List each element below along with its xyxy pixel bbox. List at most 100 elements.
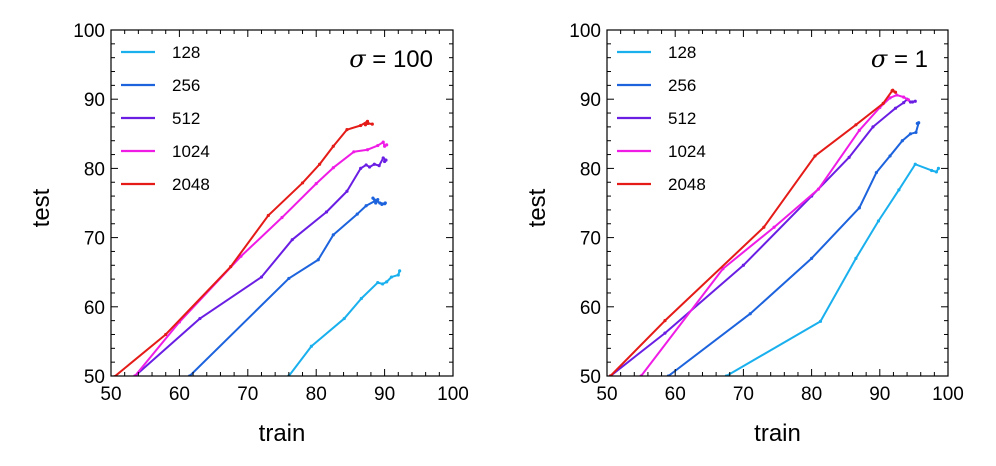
y-tick-label: 80 <box>84 159 105 180</box>
x-tick-label: 70 <box>733 384 754 405</box>
series-line-128 <box>287 269 401 376</box>
x-axis-label: train <box>754 420 801 447</box>
data-point-512-4 <box>324 210 329 214</box>
data-point-256-1 <box>748 312 752 316</box>
data-point-1024-7 <box>895 93 899 97</box>
legend-label-1024: 1024 <box>172 142 210 161</box>
plot-area <box>112 119 402 376</box>
data-point-1024-3 <box>280 215 284 220</box>
data-point-2048-2 <box>762 225 766 229</box>
y-axis-label: test <box>28 188 55 227</box>
plot-area <box>608 88 941 376</box>
data-point-512-4 <box>847 155 851 159</box>
sigma-annotation: σ = 100 <box>349 45 433 73</box>
x-tick-label: 60 <box>665 384 686 405</box>
data-point-512-5 <box>345 189 349 193</box>
data-point-256-2 <box>810 256 814 260</box>
data-point-2048-8 <box>891 88 895 92</box>
data-point-128-8 <box>396 273 400 277</box>
data-point-512-10 <box>913 99 917 103</box>
data-point-128-7 <box>389 275 394 279</box>
sigma-symbol: σ <box>871 45 888 73</box>
x-tick-label: 80 <box>801 384 822 405</box>
data-point-128-1 <box>309 344 314 348</box>
data-point-512-1 <box>198 316 202 321</box>
data-point-1024-8 <box>376 143 380 148</box>
x-tick-label: 90 <box>869 384 890 405</box>
data-point-256-10 <box>915 121 919 126</box>
data-point-256-7 <box>908 132 913 136</box>
chart-panel-1: 50 60 70 80 90 100 50 60 70 80 90 100 train test σ = 1… <box>28 21 469 447</box>
x-tick-label: 60 <box>169 384 190 405</box>
legend-label-512: 512 <box>172 109 200 128</box>
data-point-2048-12 <box>370 122 374 126</box>
y-tick-label: 60 <box>580 298 601 319</box>
data-point-128-5 <box>913 162 917 166</box>
y-axis-label: test <box>524 188 551 227</box>
data-point-256-4 <box>874 170 878 175</box>
y-tick-label: 70 <box>84 229 105 250</box>
plot-frame <box>110 29 454 377</box>
data-point-2048-5 <box>318 162 322 166</box>
data-point-1024-2 <box>239 254 243 258</box>
data-point-512-9 <box>372 162 376 166</box>
x-tick-label: 50 <box>596 384 617 405</box>
data-point-2048-1 <box>164 332 168 337</box>
data-point-1024-9 <box>906 98 911 102</box>
data-point-2048-11 <box>366 121 370 126</box>
data-point-512-6 <box>893 106 898 110</box>
data-point-256-6 <box>900 139 904 143</box>
series-line-2048 <box>113 120 374 376</box>
legend-label-2048: 2048 <box>668 175 706 194</box>
data-point-1024-11 <box>385 143 389 147</box>
data-point-512-1 <box>663 331 667 335</box>
y-tick-label: 50 <box>580 367 601 388</box>
data-point-1024-5 <box>331 166 335 170</box>
data-point-2048-4 <box>300 181 305 185</box>
y-tick-label: 90 <box>84 90 105 111</box>
data-point-1024-2 <box>772 225 776 229</box>
data-point-2048-10 <box>363 123 368 127</box>
data-point-128-4 <box>376 280 380 285</box>
data-point-1024-7 <box>365 148 370 152</box>
data-point-2048-5 <box>881 101 885 105</box>
series-line-128 <box>725 163 940 376</box>
data-point-128-3 <box>876 219 881 223</box>
data-point-512-7 <box>902 101 906 105</box>
series-line-1024 <box>640 94 910 376</box>
sigma-value: = 1 <box>887 46 928 73</box>
legend-label-128: 128 <box>668 43 696 62</box>
data-point-256-6 <box>376 197 380 202</box>
data-point-512-8 <box>367 165 372 169</box>
data-point-256-12 <box>383 201 387 205</box>
data-point-128-2 <box>854 256 858 260</box>
series-line-256 <box>188 197 387 376</box>
data-point-256-7 <box>374 201 378 205</box>
x-tick-label: 50 <box>100 384 121 405</box>
data-point-512-7 <box>364 163 368 167</box>
data-point-256-3 <box>857 206 861 210</box>
data-point-2048-3 <box>266 213 270 218</box>
data-point-128-6 <box>930 168 934 173</box>
data-point-256-2 <box>316 258 320 262</box>
data-point-256-5 <box>888 154 892 158</box>
data-point-128-3 <box>359 296 363 301</box>
y-tick-label: 100 <box>569 21 601 42</box>
data-point-1024-8 <box>902 95 906 99</box>
data-point-128-8 <box>936 166 941 170</box>
data-point-512-2 <box>741 263 746 267</box>
data-point-128-2 <box>342 316 346 321</box>
data-point-512-10 <box>377 164 381 168</box>
data-point-128-1 <box>818 319 823 323</box>
x-tick-label: 80 <box>306 384 327 405</box>
y-tick-label: 50 <box>84 367 105 388</box>
x-tick-label: 100 <box>932 384 964 405</box>
data-point-1024-4 <box>314 182 318 186</box>
x-tick-label: 70 <box>237 384 258 405</box>
x-tick-label: 90 <box>374 384 395 405</box>
data-point-2048-1 <box>663 319 667 323</box>
data-point-512-6 <box>359 166 363 170</box>
data-point-256-1 <box>287 276 291 281</box>
data-point-2048-4 <box>854 123 858 127</box>
